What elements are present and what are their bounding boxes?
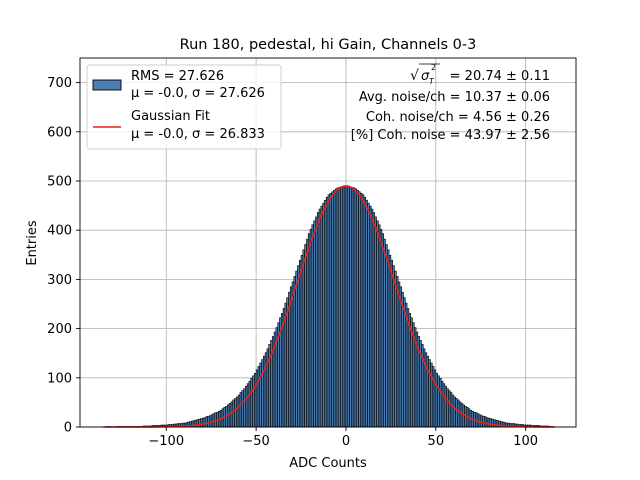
- legend-fit-label: Gaussian Fit: [131, 109, 210, 124]
- y-tick-label: 600: [47, 125, 72, 140]
- plot-frame: [79, 57, 577, 428]
- y-tick-label: 200: [47, 322, 72, 337]
- annotation-sqrt-symbol: √: [410, 68, 419, 84]
- y-tick-label: 400: [47, 224, 72, 239]
- y-tick-label: 300: [47, 273, 72, 288]
- x-tick-label: 0: [342, 434, 350, 449]
- annotation-sigma-sub: T: [429, 77, 435, 86]
- legend: RMS = 27.626 μ = -0.0, σ = 27.626 Gaussi…: [86, 64, 282, 150]
- x-axis-label: ADC Counts: [289, 456, 367, 471]
- annotation-total-noise: = 20.74 ± 0.11: [450, 69, 550, 84]
- annotation-coh-noise-percent: [%] Coh. noise = 43.97 ± 2.56: [351, 128, 550, 143]
- x-tick-label: −50: [242, 434, 269, 449]
- noise-annotations: √ σ T 2 = 20.74 ± 0.11 Avg. noise/ch = 1…: [351, 63, 550, 143]
- y-tick-label: 100: [47, 371, 72, 386]
- x-tick-label: 50: [428, 434, 445, 449]
- legend-histogram-swatch: [92, 79, 122, 91]
- legend-histogram-stats: μ = -0.0, σ = 27.626: [131, 86, 265, 101]
- annotation-sigma-sup: 2: [431, 63, 436, 72]
- legend-histogram-label: RMS = 27.626: [131, 69, 224, 84]
- y-tick-label: 0: [64, 421, 72, 436]
- x-tick-label: −100: [148, 434, 184, 449]
- y-tick-label: 500: [47, 175, 72, 190]
- gaussian-fit-curve: [103, 185, 555, 428]
- legend-box: [86, 64, 282, 150]
- chart-title: Run 180, pedestal, hi Gain, Channels 0-3: [180, 37, 477, 53]
- annotation-avg-noise: Avg. noise/ch = 10.37 ± 0.06: [359, 90, 550, 105]
- annotation-coh-noise: Coh. noise/ch = 4.56 ± 0.26: [366, 110, 550, 125]
- x-tick-label: 100: [513, 434, 538, 449]
- annotation-sigma: σ: [421, 69, 430, 84]
- y-axis-label: Entries: [25, 220, 40, 266]
- y-axis-ticks: 0 100 200 300 400 500 600 700: [47, 76, 80, 436]
- y-tick-label: 700: [47, 76, 72, 91]
- legend-fit-stats: μ = -0.0, σ = 26.833: [131, 127, 265, 142]
- histogram-bars: [106, 185, 553, 428]
- x-axis-ticks: −100 −50 0 50 100: [148, 427, 538, 449]
